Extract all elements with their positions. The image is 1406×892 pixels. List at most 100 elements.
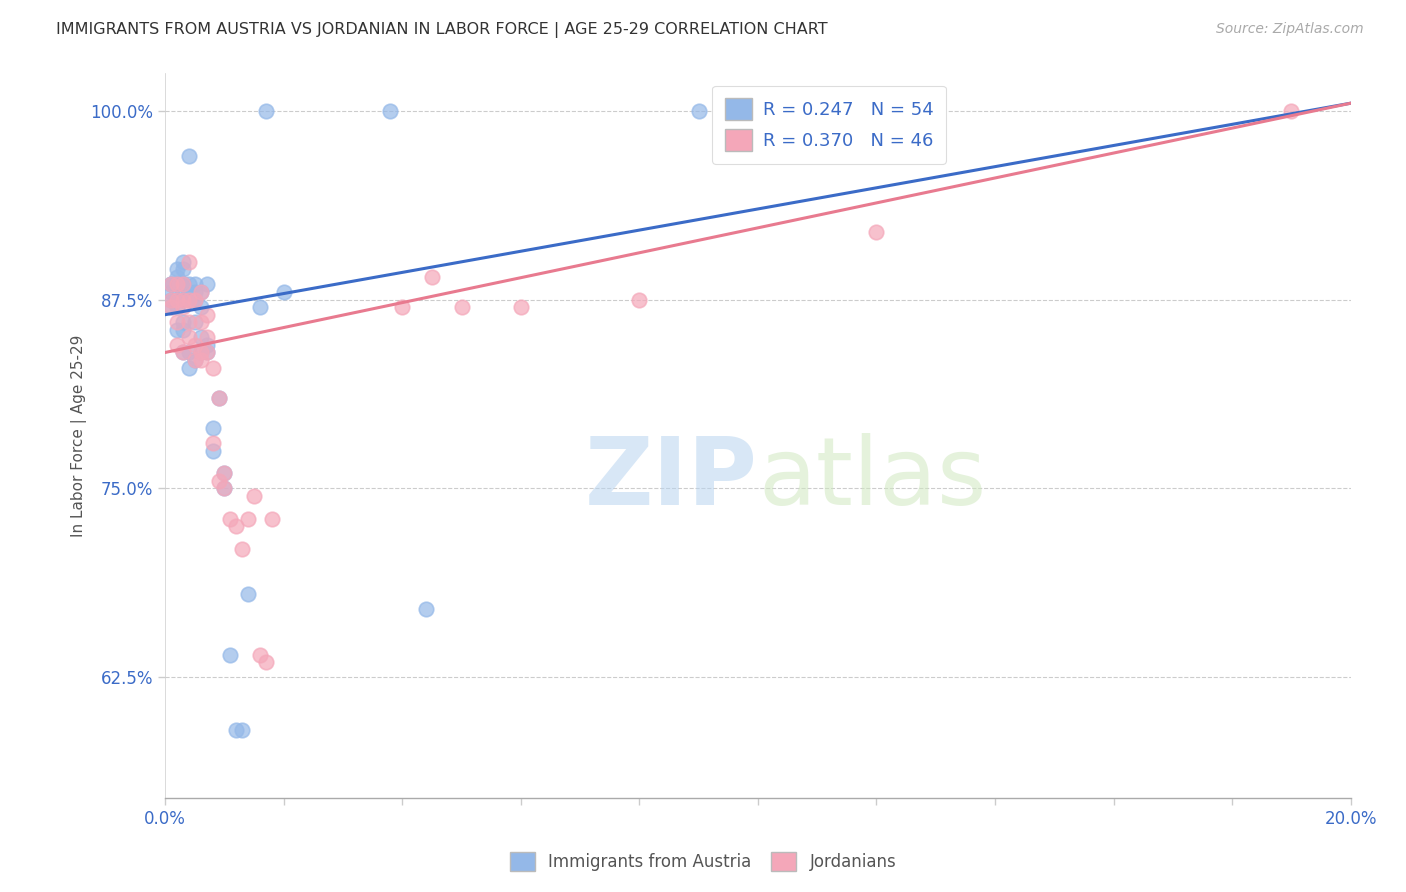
Point	[231, 723, 253, 738]
Y-axis label: In Labor Force | Age 25-29: In Labor Force | Age 25-29	[72, 334, 87, 537]
Point	[254, 103, 277, 118]
Point	[184, 315, 207, 329]
Point	[195, 345, 218, 359]
Point	[160, 293, 183, 307]
Legend: R = 0.247   N = 54, R = 0.370   N = 46: R = 0.247 N = 54, R = 0.370 N = 46	[711, 86, 946, 164]
Point	[225, 519, 247, 533]
Point	[177, 285, 200, 299]
Text: ZIP: ZIP	[585, 434, 758, 525]
Point	[172, 285, 194, 299]
Point	[415, 602, 437, 616]
Point	[166, 277, 188, 292]
Point	[195, 308, 218, 322]
Point	[865, 225, 887, 239]
Point	[207, 474, 229, 488]
Point	[231, 541, 253, 556]
Point	[177, 149, 200, 163]
Point	[243, 489, 266, 503]
Point	[177, 360, 200, 375]
Point	[172, 345, 194, 359]
Point	[184, 353, 207, 368]
Point	[190, 330, 212, 344]
Point	[177, 315, 200, 329]
Point	[249, 648, 271, 662]
Point	[172, 277, 194, 292]
Point	[166, 338, 188, 352]
Point	[219, 511, 242, 525]
Point	[166, 293, 188, 307]
Point	[172, 300, 194, 314]
Point	[201, 421, 224, 435]
Point	[166, 293, 188, 307]
Point	[166, 262, 188, 277]
Point	[195, 345, 218, 359]
Point	[450, 300, 472, 314]
Point	[184, 293, 207, 307]
Point	[166, 300, 188, 314]
Point	[160, 277, 183, 292]
Point	[177, 255, 200, 269]
Point	[219, 648, 242, 662]
Point	[201, 443, 224, 458]
Point	[166, 277, 188, 292]
Point	[172, 293, 194, 307]
Point	[380, 103, 402, 118]
Point	[184, 293, 207, 307]
Point	[273, 285, 295, 299]
Text: IMMIGRANTS FROM AUSTRIA VS JORDANIAN IN LABOR FORCE | AGE 25-29 CORRELATION CHAR: IMMIGRANTS FROM AUSTRIA VS JORDANIAN IN …	[56, 22, 828, 38]
Point	[172, 277, 194, 292]
Point	[190, 285, 212, 299]
Point	[207, 391, 229, 405]
Point	[207, 391, 229, 405]
Point	[1281, 103, 1303, 118]
Point	[236, 587, 259, 601]
Point	[236, 511, 259, 525]
Point	[166, 315, 188, 329]
Point	[190, 300, 212, 314]
Point	[190, 345, 212, 359]
Point	[172, 293, 194, 307]
Point	[195, 277, 218, 292]
Point	[190, 353, 212, 368]
Text: atlas: atlas	[758, 434, 986, 525]
Point	[201, 436, 224, 450]
Point	[214, 467, 236, 481]
Point	[177, 277, 200, 292]
Point	[172, 323, 194, 337]
Point	[184, 277, 207, 292]
Point	[214, 482, 236, 496]
Point	[249, 300, 271, 314]
Point	[628, 293, 651, 307]
Point	[160, 277, 183, 292]
Point	[172, 315, 194, 329]
Point	[509, 300, 531, 314]
Point	[160, 293, 183, 307]
Point	[166, 269, 188, 284]
Point	[177, 293, 200, 307]
Point	[190, 345, 212, 359]
Point	[160, 277, 183, 292]
Point	[201, 360, 224, 375]
Point	[214, 482, 236, 496]
Point	[688, 103, 710, 118]
Point	[260, 511, 283, 525]
Point	[254, 655, 277, 669]
Point	[172, 255, 194, 269]
Point	[166, 323, 188, 337]
Point	[420, 269, 443, 284]
Point	[172, 277, 194, 292]
Point	[160, 285, 183, 299]
Point	[177, 345, 200, 359]
Point	[166, 277, 188, 292]
Point	[184, 338, 207, 352]
Point	[172, 345, 194, 359]
Point	[184, 285, 207, 299]
Point	[195, 338, 218, 352]
Point	[177, 293, 200, 307]
Point	[184, 353, 207, 368]
Point	[391, 300, 413, 314]
Point	[160, 300, 183, 314]
Point	[160, 300, 183, 314]
Point	[190, 315, 212, 329]
Point	[190, 285, 212, 299]
